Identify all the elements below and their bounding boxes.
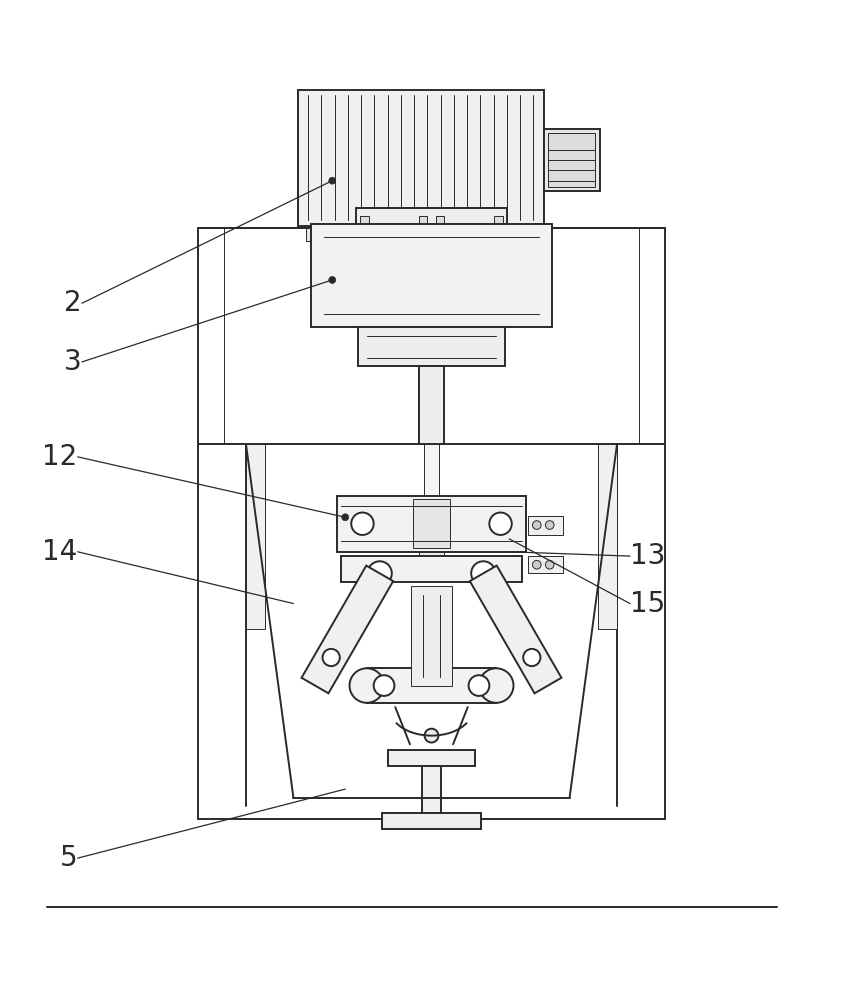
Bar bbox=[298, 90, 544, 226]
Bar bbox=[481, 235, 494, 241]
Bar bbox=[311, 224, 552, 327]
Polygon shape bbox=[469, 566, 562, 693]
Circle shape bbox=[350, 668, 384, 703]
Bar bbox=[358, 327, 505, 366]
Text: 2: 2 bbox=[65, 289, 82, 317]
Bar bbox=[515, 235, 529, 241]
Bar bbox=[381, 813, 482, 829]
Circle shape bbox=[532, 560, 541, 569]
Bar bbox=[356, 208, 507, 230]
Text: 5: 5 bbox=[60, 844, 78, 872]
Circle shape bbox=[532, 521, 541, 529]
Circle shape bbox=[329, 276, 336, 283]
Circle shape bbox=[545, 560, 554, 569]
Text: 3: 3 bbox=[64, 348, 82, 376]
Circle shape bbox=[489, 513, 512, 535]
Circle shape bbox=[545, 521, 554, 529]
Bar bbox=[494, 216, 502, 225]
Bar bbox=[528, 556, 563, 573]
Bar bbox=[388, 750, 475, 766]
Bar bbox=[419, 547, 444, 566]
Bar bbox=[411, 586, 452, 686]
Bar bbox=[544, 129, 600, 191]
Bar bbox=[422, 766, 441, 813]
Polygon shape bbox=[301, 566, 394, 693]
Text: 14: 14 bbox=[42, 538, 78, 566]
Bar bbox=[424, 444, 439, 547]
Bar bbox=[246, 444, 265, 629]
Bar bbox=[419, 216, 427, 225]
Bar bbox=[419, 366, 444, 444]
Circle shape bbox=[342, 514, 349, 521]
Circle shape bbox=[329, 177, 336, 184]
Bar bbox=[598, 444, 617, 629]
Circle shape bbox=[469, 675, 489, 696]
Circle shape bbox=[471, 561, 495, 585]
Circle shape bbox=[323, 649, 340, 666]
Circle shape bbox=[479, 668, 513, 703]
Bar bbox=[341, 556, 522, 582]
Circle shape bbox=[374, 675, 394, 696]
Circle shape bbox=[351, 513, 374, 535]
Bar bbox=[312, 235, 326, 241]
Bar bbox=[306, 226, 535, 241]
Text: 13: 13 bbox=[630, 542, 665, 570]
Bar bbox=[548, 133, 595, 187]
Bar bbox=[367, 668, 496, 703]
Bar bbox=[198, 228, 665, 819]
Bar bbox=[528, 516, 563, 535]
Bar bbox=[413, 499, 450, 548]
Bar bbox=[436, 216, 444, 225]
Circle shape bbox=[523, 649, 540, 666]
Circle shape bbox=[368, 561, 392, 585]
Text: 12: 12 bbox=[42, 443, 78, 471]
Circle shape bbox=[425, 729, 438, 743]
Text: 15: 15 bbox=[630, 590, 665, 618]
Bar bbox=[347, 235, 361, 241]
Bar bbox=[360, 216, 369, 225]
Bar bbox=[337, 496, 526, 552]
